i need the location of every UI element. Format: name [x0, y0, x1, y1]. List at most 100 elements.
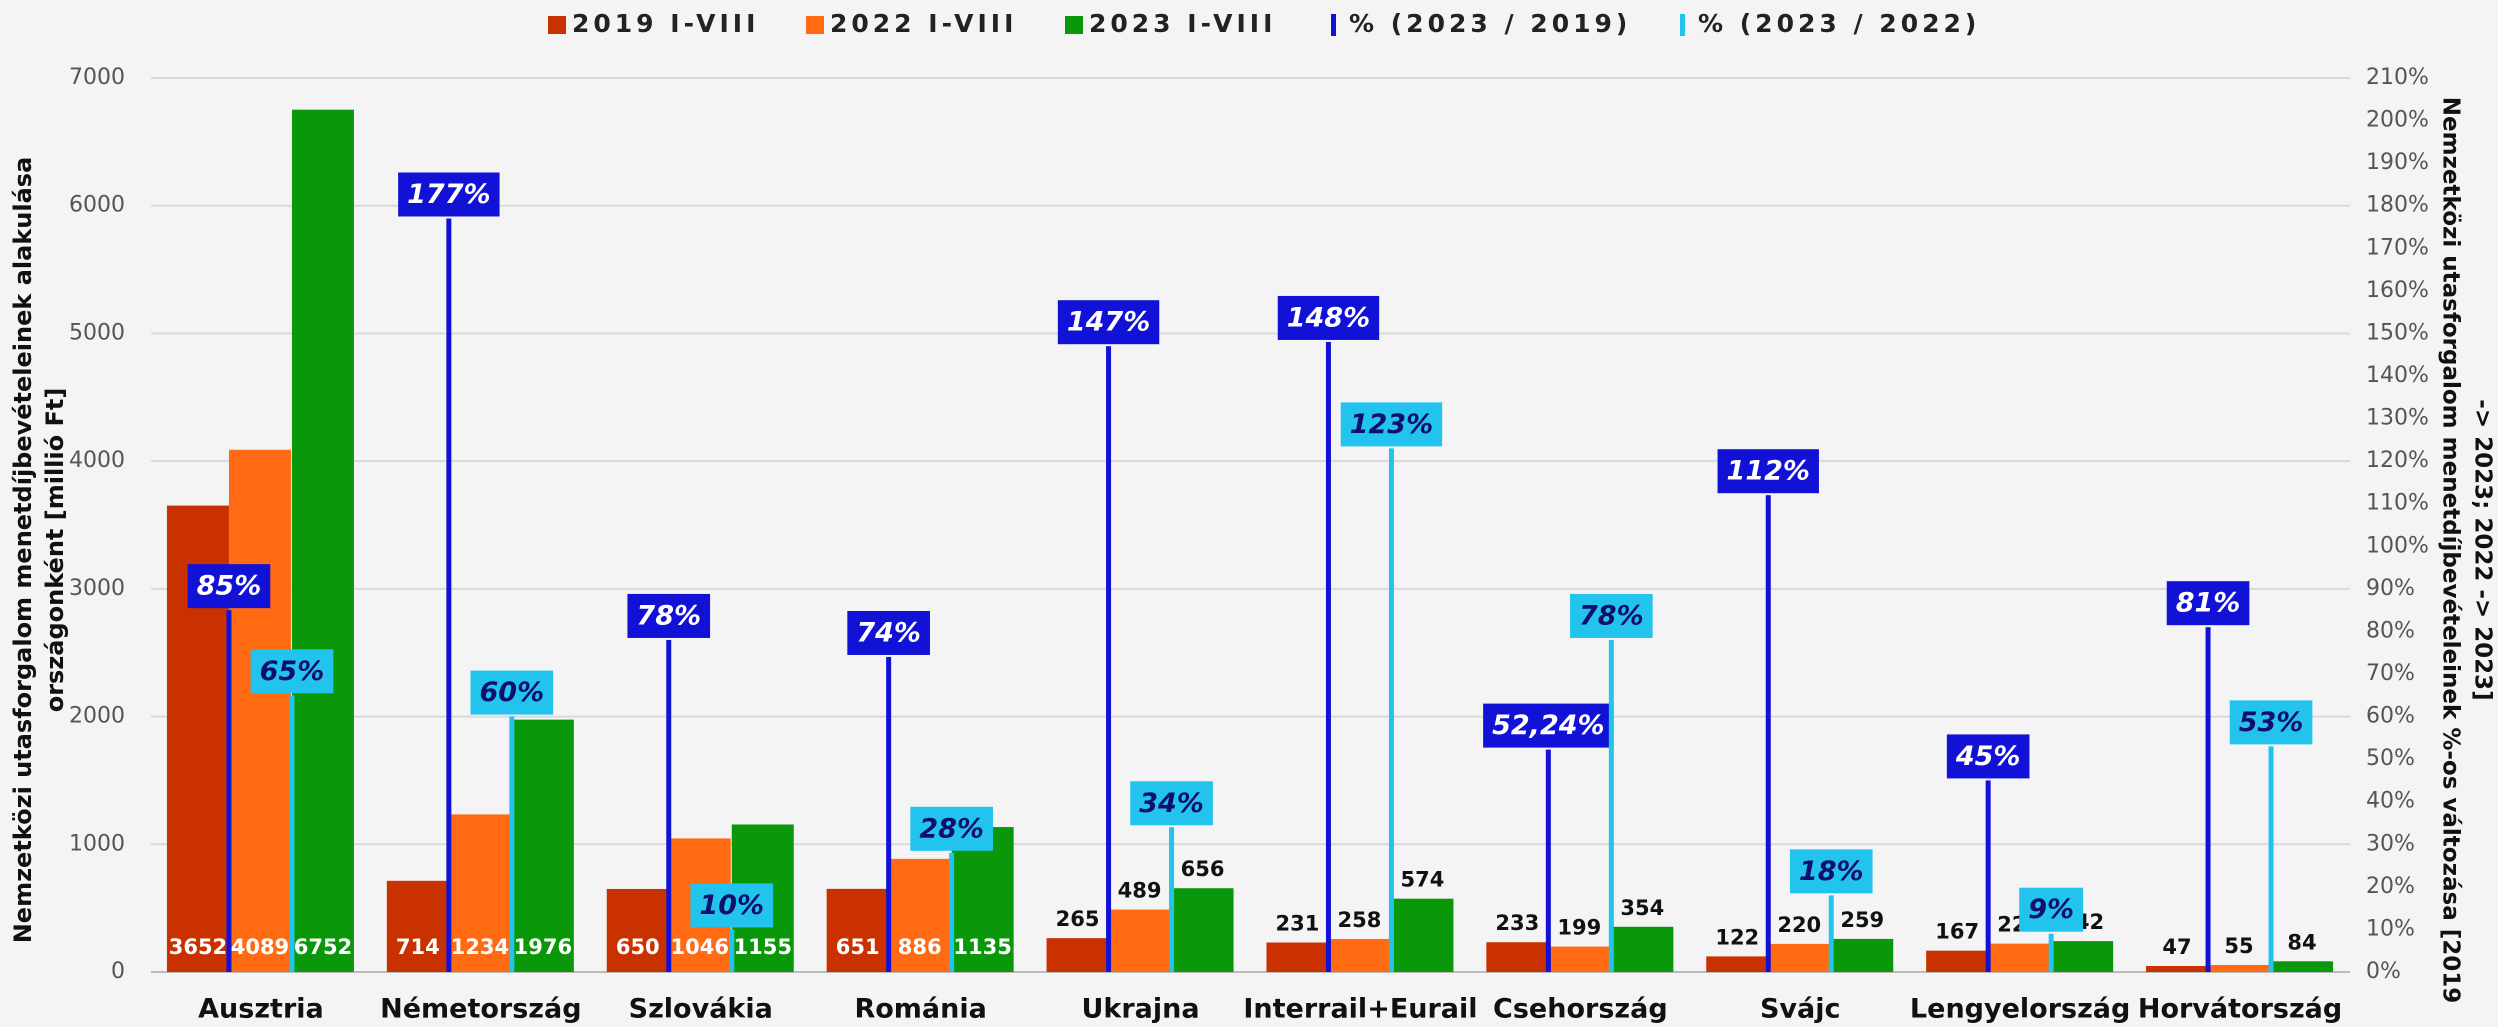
pct-label: 148%: [1287, 302, 1370, 333]
bar: [1046, 938, 1109, 972]
bar: [1171, 888, 1234, 972]
pct-label: 34%: [1139, 788, 1204, 819]
pct-label-box: [187, 564, 271, 609]
pct-label: 81%: [2176, 588, 2241, 619]
y-tick-label: 5000: [69, 320, 125, 345]
y2-tick-label: 70%: [2366, 661, 2415, 686]
legend-label: 2023 I-VIII: [1089, 9, 1276, 38]
legend-marker: [1680, 14, 1685, 36]
pct-line: [1985, 780, 1991, 972]
y2-tick-label: 10%: [2366, 916, 2415, 941]
pct-label: 60%: [480, 677, 545, 708]
bar-value-label: 656: [1181, 857, 1225, 881]
bar: [606, 888, 669, 972]
pct-line: [2268, 746, 2274, 972]
pct-label-box: [1570, 593, 1653, 638]
x-tick-label: Lengyelország: [1910, 994, 2130, 1025]
pct-line: [226, 610, 232, 972]
pct-label-box: [1483, 703, 1614, 748]
pct-line: [1325, 341, 1331, 972]
bar: [888, 858, 951, 972]
bar: [1831, 938, 1894, 972]
bar-value-label: 199: [1557, 916, 1601, 940]
pct-label-box: [2229, 700, 2313, 745]
bar: [1328, 939, 1391, 972]
bar-value-label: 1234: [451, 935, 509, 959]
legend-marker: [1331, 14, 1336, 36]
pct-line: [666, 639, 672, 972]
y2-tick-label: 130%: [2366, 406, 2429, 431]
bar-value-label: 4089: [231, 935, 289, 959]
bar: [2271, 961, 2334, 972]
pct-label: 147%: [1067, 307, 1150, 338]
pct-line: [1388, 448, 1394, 972]
bar: [1611, 926, 1674, 972]
pct-label-box: [398, 172, 500, 217]
pct-line: [1765, 495, 1771, 972]
bar: [228, 449, 291, 973]
y-axis-title: Nemzetközi utasforgalom menetdíjbevétele…: [9, 157, 37, 944]
y-tick-label: 1000: [69, 831, 125, 856]
bar-value-label: 886: [898, 935, 942, 959]
y2-tick-label: 80%: [2366, 618, 2415, 643]
bar-value-label: 122: [1715, 925, 1759, 949]
pct-label-box: [1340, 402, 1443, 447]
pct-label-box: [627, 593, 711, 638]
pct-label: 18%: [1799, 856, 1864, 887]
pct-label-box: [847, 610, 930, 655]
x-tick-label: Ausztria: [198, 994, 324, 1025]
bar-value-label: 1046: [671, 935, 729, 959]
pct-line: [2048, 933, 2054, 972]
pct-label-box: [2019, 887, 2084, 932]
y2-tick-label: 200%: [2366, 108, 2429, 133]
bar: [1486, 942, 1549, 972]
y-tick-label: 4000: [69, 448, 125, 473]
y-tick-label: 3000: [69, 576, 125, 601]
legend-marker: [806, 16, 824, 34]
bar: [1706, 956, 1769, 972]
pct-label: 9%: [2028, 894, 2074, 925]
x-tick-label: Svájc: [1760, 994, 1841, 1025]
pct-label-box: [1946, 734, 2030, 779]
x-tick-label: Interrail+Eurail: [1243, 994, 1477, 1025]
y-axis-title: országonként [millió Ft]: [41, 388, 69, 713]
pct-label: 112%: [1727, 456, 1810, 487]
pct-label: 85%: [197, 571, 262, 602]
pct-label-box: [910, 806, 993, 851]
bar-value-label: 1976: [514, 935, 572, 959]
pct-line: [886, 656, 892, 972]
y2-tick-label: 170%: [2366, 235, 2429, 260]
y2-tick-label: 120%: [2366, 448, 2429, 473]
bar-value-label: 489: [1118, 879, 1162, 903]
bar: [386, 880, 449, 972]
y2-axis-title: -> 2023; 2022 -> 2023]: [2470, 399, 2496, 700]
pct-label-box: [1717, 449, 1819, 494]
bar: [291, 109, 354, 972]
bar-value-label: 220: [1777, 913, 1821, 937]
bar: [826, 888, 889, 972]
y2-tick-label: 160%: [2366, 278, 2429, 303]
pct-label: 52,24%: [1492, 710, 1604, 741]
x-tick-label: Csehország: [1493, 994, 1668, 1025]
bar: [1548, 946, 1611, 972]
bar-value-label: 714: [396, 935, 440, 959]
bar: [448, 814, 511, 972]
pct-line: [949, 852, 955, 972]
x-tick-label: Ukrajna: [1081, 994, 1199, 1025]
pct-label-box: [1130, 781, 1213, 826]
y-tick-label: 6000: [69, 193, 125, 218]
bar-value-label: 233: [1495, 911, 1539, 935]
x-tick-label: Németország: [380, 994, 581, 1025]
pct-label: 65%: [260, 656, 325, 687]
x-tick-label: Szlovákia: [629, 994, 773, 1025]
pct-line: [1828, 895, 1834, 972]
bar-value-label: 259: [1840, 908, 1884, 932]
bar: [1266, 942, 1329, 972]
bar-value-label: 650: [616, 935, 660, 959]
pct-line: [1106, 346, 1112, 972]
pct-label: 78%: [636, 600, 701, 631]
bar-value-label: 574: [1401, 868, 1445, 892]
pct-line: [1169, 827, 1175, 972]
legend-label: 2022 I-VIII: [830, 9, 1017, 38]
